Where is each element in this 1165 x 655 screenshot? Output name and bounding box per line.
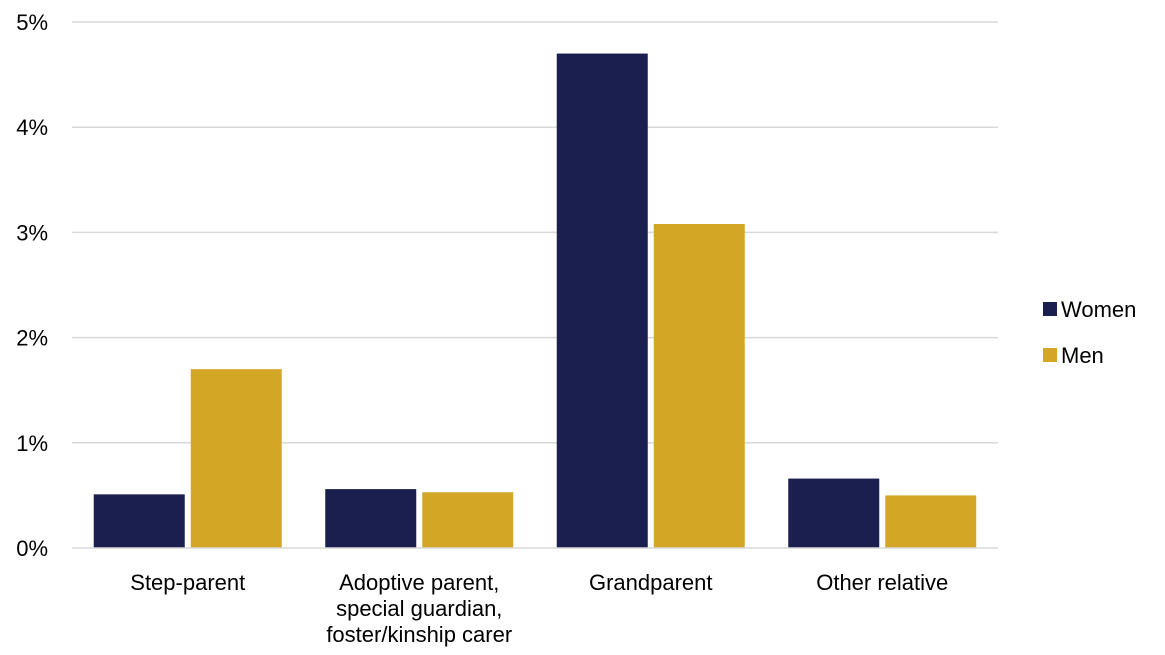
bar-women-1 xyxy=(325,489,417,548)
legend-swatch-men xyxy=(1043,348,1057,362)
legend-label-men: Men xyxy=(1061,343,1104,368)
x-category-label: Step-parent xyxy=(130,570,245,595)
x-category-label: Adoptive parent, special guardian, foster/… xyxy=(326,570,512,647)
bar-men-3 xyxy=(885,495,977,548)
y-tick-label: 4% xyxy=(16,115,48,140)
bar-women-0 xyxy=(93,494,185,548)
y-tick-label: 1% xyxy=(16,431,48,456)
bar-men-1 xyxy=(422,492,514,548)
y-tick-label: 3% xyxy=(16,220,48,245)
legend: Women Men xyxy=(1043,297,1136,368)
x-category-label-line: Grandparent xyxy=(589,570,713,595)
x-axis-categories: Step-parent Adoptive parent, special guard… xyxy=(130,570,948,647)
x-category-label: Grandparent xyxy=(589,570,713,595)
y-tick-label: 5% xyxy=(16,10,48,35)
bar-women-3 xyxy=(788,478,880,548)
bars xyxy=(93,53,977,549)
legend-swatch-women xyxy=(1043,302,1057,316)
y-tick-label: 2% xyxy=(16,326,48,351)
x-category-label: Other relative xyxy=(816,570,948,595)
x-category-label-line: foster/kinship carer xyxy=(326,622,512,647)
x-category-label-line: Adoptive parent, xyxy=(339,570,499,595)
y-axis-ticks: 0% 1% 2% 3% 4% 5% xyxy=(16,10,48,561)
y-tick-label: 0% xyxy=(16,536,48,561)
bar-men-0 xyxy=(190,369,282,548)
bar-men-2 xyxy=(653,223,745,548)
x-category-label-line: special guardian, xyxy=(336,596,502,621)
x-category-label-line: Other relative xyxy=(816,570,948,595)
bar-women-2 xyxy=(556,53,648,549)
legend-label-women: Women xyxy=(1061,297,1136,322)
x-category-label-line: Step-parent xyxy=(130,570,245,595)
gridlines xyxy=(72,21,998,444)
